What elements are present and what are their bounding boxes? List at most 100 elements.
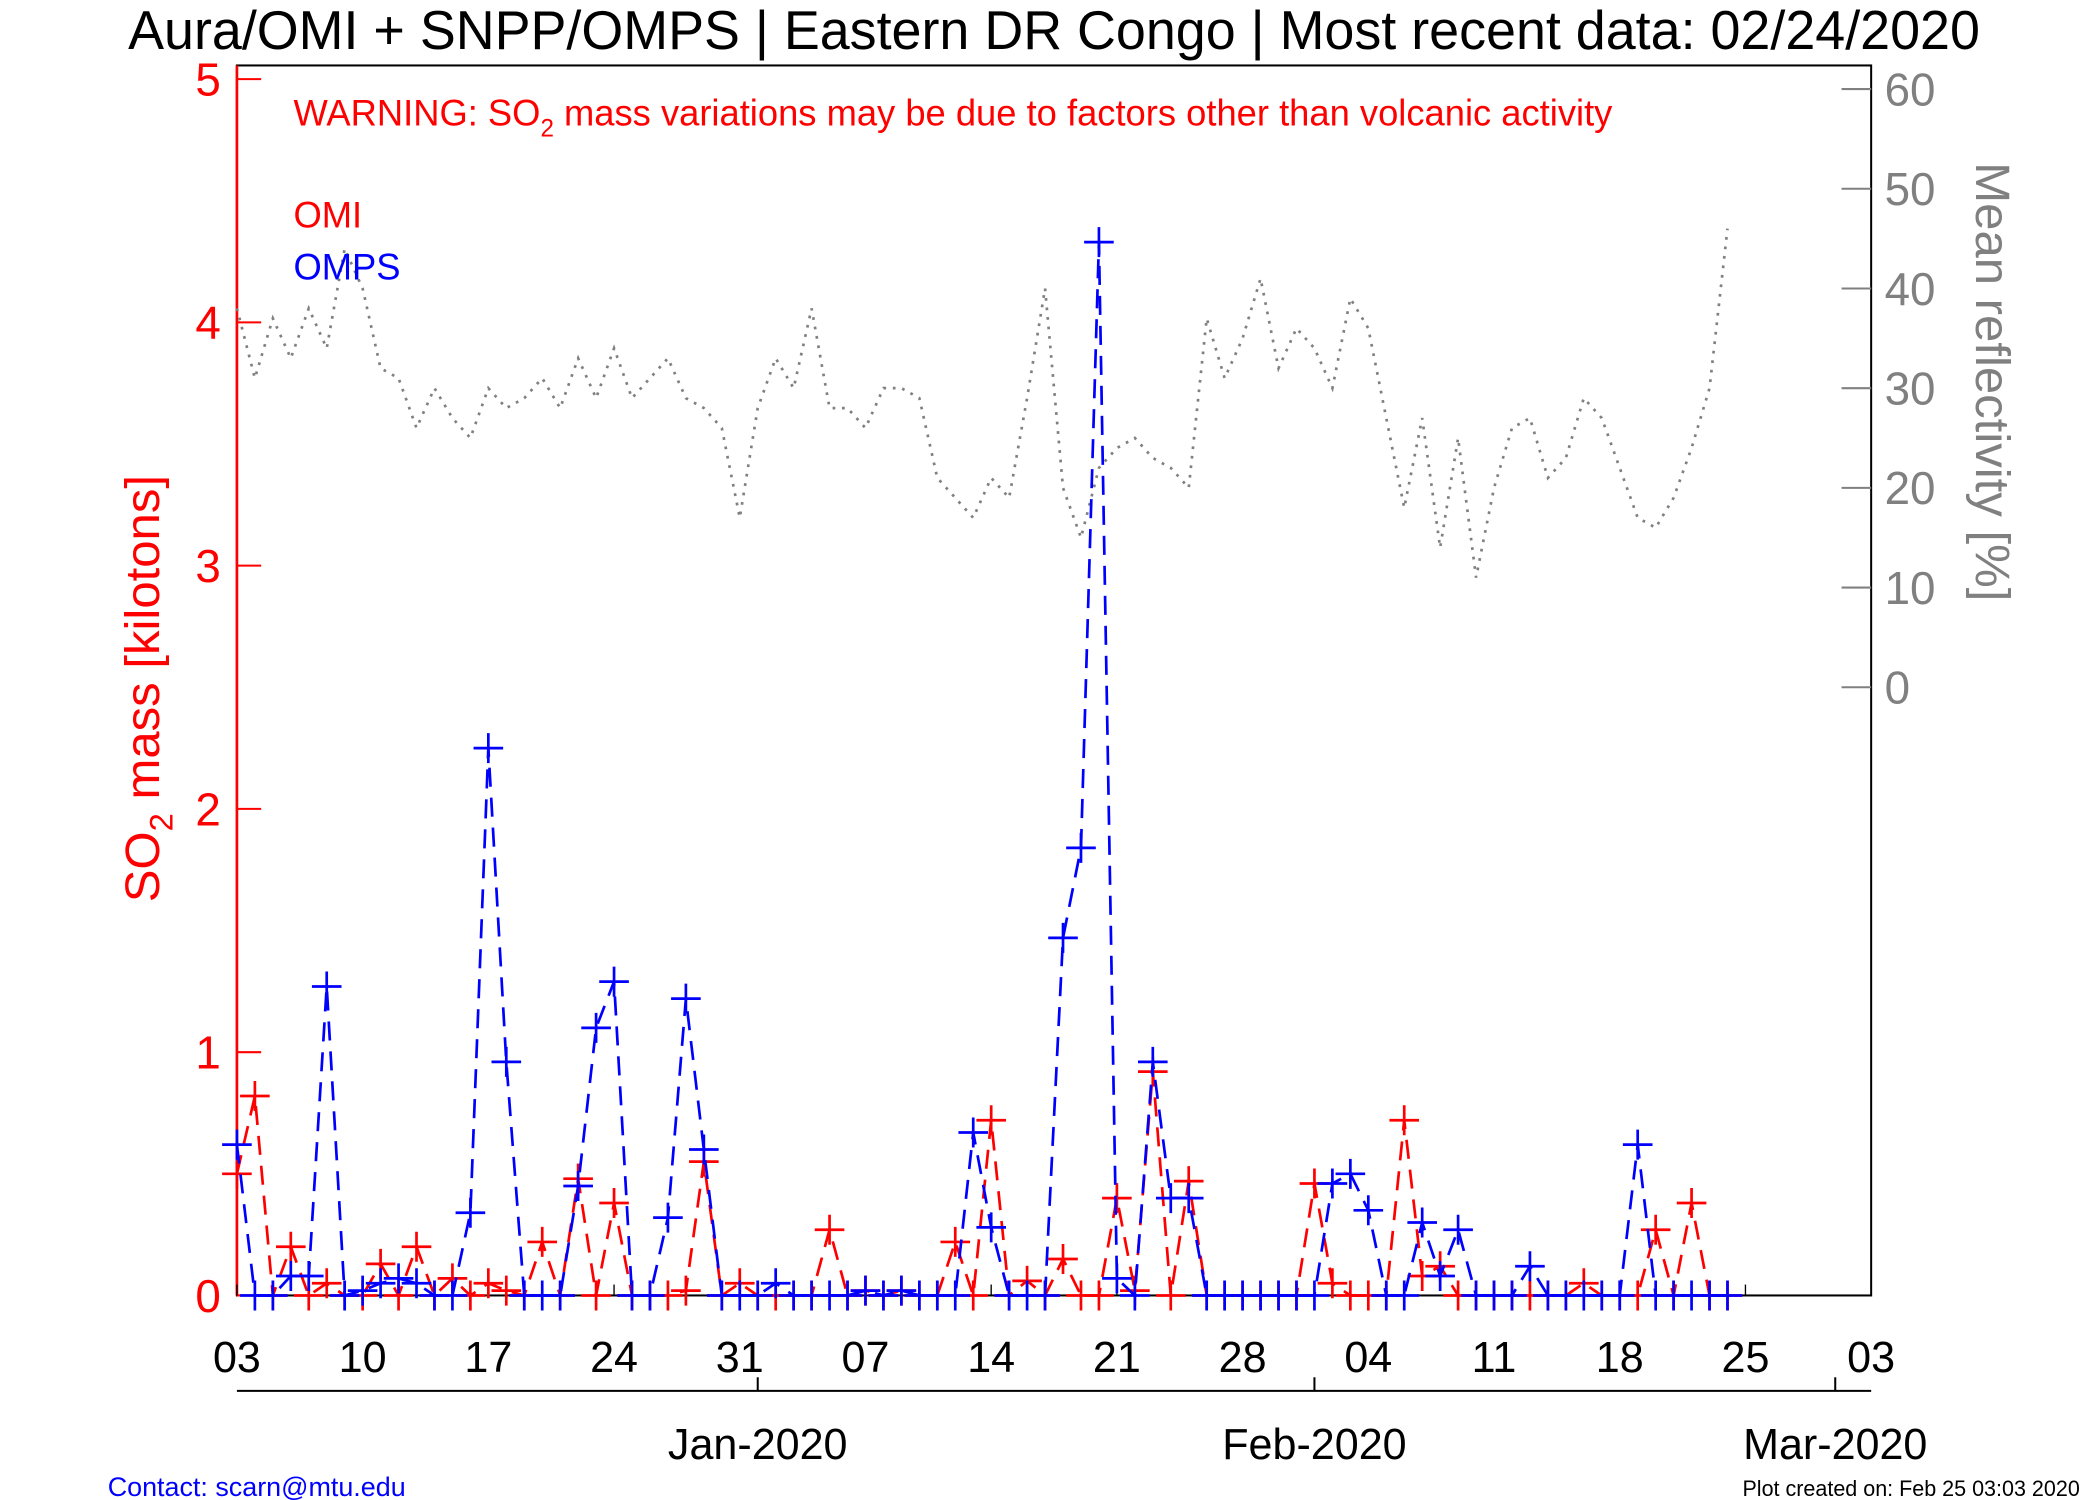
- y-tick-label: 4: [195, 296, 220, 348]
- x-tick-label: 03: [1847, 1334, 1895, 1382]
- warning: WARNING: SO2 mass variations may be due …: [293, 92, 1613, 142]
- marker: [491, 1275, 522, 1306]
- marker: [1138, 1046, 1168, 1077]
- y-label-text: SO: [116, 831, 170, 902]
- marker: [742, 1280, 773, 1311]
- marker: [1102, 1263, 1132, 1294]
- y2-tick-label: 10: [1885, 562, 1936, 614]
- marker: [1443, 1214, 1473, 1245]
- marker: [1497, 1280, 1527, 1311]
- marker: [671, 1275, 701, 1306]
- marker: [814, 1214, 845, 1245]
- marker: [1622, 1129, 1653, 1160]
- marker: [1084, 227, 1114, 258]
- marker: [473, 733, 504, 764]
- marker: [473, 1268, 504, 1299]
- marker: [940, 1280, 971, 1311]
- y2-tick-label: 0: [1885, 661, 1910, 713]
- marker: [689, 1134, 719, 1165]
- warning-subscript: 2: [540, 115, 553, 142]
- y-tick-label: 0: [195, 1270, 220, 1322]
- marker: [1604, 1280, 1635, 1311]
- month-label: Feb-2020: [1222, 1421, 1406, 1469]
- marker: [599, 1188, 629, 1219]
- month-label: Jan-2020: [668, 1421, 848, 1469]
- marker: [1407, 1207, 1437, 1238]
- marker: [401, 1268, 432, 1299]
- marker: [1389, 1105, 1420, 1136]
- marker: [1155, 1280, 1186, 1311]
- legend-entry: OMI: [293, 195, 362, 236]
- x-tick-label: 18: [1596, 1334, 1644, 1382]
- marker: [1676, 1188, 1707, 1219]
- y2-tick-label: 40: [1885, 263, 1936, 315]
- marker: [455, 1197, 486, 1228]
- marker: [1066, 832, 1096, 863]
- y-tick-label: 3: [195, 540, 220, 592]
- y-tick-label: 2: [195, 783, 220, 835]
- marker: [1515, 1251, 1545, 1282]
- marker: [760, 1268, 791, 1299]
- x-tick-label: 07: [842, 1334, 890, 1382]
- marker: [383, 1263, 414, 1294]
- y2-tick-label: 30: [1885, 362, 1936, 414]
- marker: [311, 971, 342, 1002]
- marker: [527, 1226, 558, 1257]
- marker: [868, 1280, 899, 1311]
- y2-tick-label: 20: [1885, 462, 1936, 514]
- marker: [1640, 1214, 1671, 1245]
- y-axis-label: SO2 mass [kilotons]: [116, 475, 179, 902]
- marker: [940, 1226, 971, 1257]
- x-tick-label: 14: [967, 1334, 1015, 1382]
- legend-entry: OMPS: [293, 246, 400, 287]
- marker: [1120, 1280, 1150, 1311]
- y2-axis-label: Mean reflectivity [%]: [1965, 162, 2019, 601]
- marker: [401, 1231, 432, 1262]
- marker: [293, 1260, 324, 1291]
- y-label-text: mass [kilotons]: [116, 475, 170, 813]
- x-tick-label: 28: [1219, 1334, 1267, 1382]
- marker: [437, 1280, 468, 1311]
- month-label: Mar-2020: [1743, 1421, 1927, 1469]
- marker: [563, 1170, 593, 1201]
- x-tick-label: 04: [1344, 1334, 1392, 1382]
- y-label-subscript: 2: [143, 813, 179, 831]
- marker: [976, 1212, 1006, 1243]
- marker: [545, 1280, 575, 1311]
- reflectivity-line: [235, 228, 1729, 578]
- marker: [258, 1280, 288, 1311]
- marker: [222, 1158, 252, 1189]
- marker: [832, 1280, 863, 1311]
- x-tick-label: 25: [1721, 1334, 1769, 1382]
- marker: [1317, 1268, 1348, 1299]
- marker: [958, 1117, 989, 1148]
- marker: [491, 1046, 522, 1077]
- contact: Contact: scarn@mtu.edu: [108, 1471, 406, 1500]
- warning-text: WARNING: SO: [293, 92, 540, 133]
- marker: [671, 983, 701, 1014]
- x-tick-label: 11: [1472, 1334, 1517, 1382]
- y2-tick-label: 60: [1885, 63, 1936, 115]
- marker: [581, 1280, 611, 1311]
- series-line: [235, 242, 1728, 1299]
- x-tick-label: 17: [464, 1334, 512, 1382]
- marker: [1335, 1158, 1366, 1189]
- marker: [1048, 922, 1078, 953]
- marker: [1353, 1195, 1384, 1226]
- marker: [240, 1080, 270, 1111]
- x-tick-label: 24: [590, 1334, 638, 1382]
- marker: [275, 1231, 306, 1262]
- marker: [653, 1202, 683, 1233]
- marker: [365, 1268, 396, 1299]
- marker: [329, 1280, 360, 1311]
- marker: [1317, 1168, 1348, 1199]
- marker: [1712, 1280, 1743, 1311]
- y-tick-label: 5: [195, 53, 220, 105]
- chart-title: Aura/OMI + SNPP/OMPS | Eastern DR Congo …: [128, 1, 1980, 61]
- marker: [1389, 1280, 1420, 1311]
- warning-text: mass variations may be due to factors ot…: [554, 92, 1613, 133]
- marker: [222, 1129, 252, 1160]
- marker: [635, 1280, 665, 1311]
